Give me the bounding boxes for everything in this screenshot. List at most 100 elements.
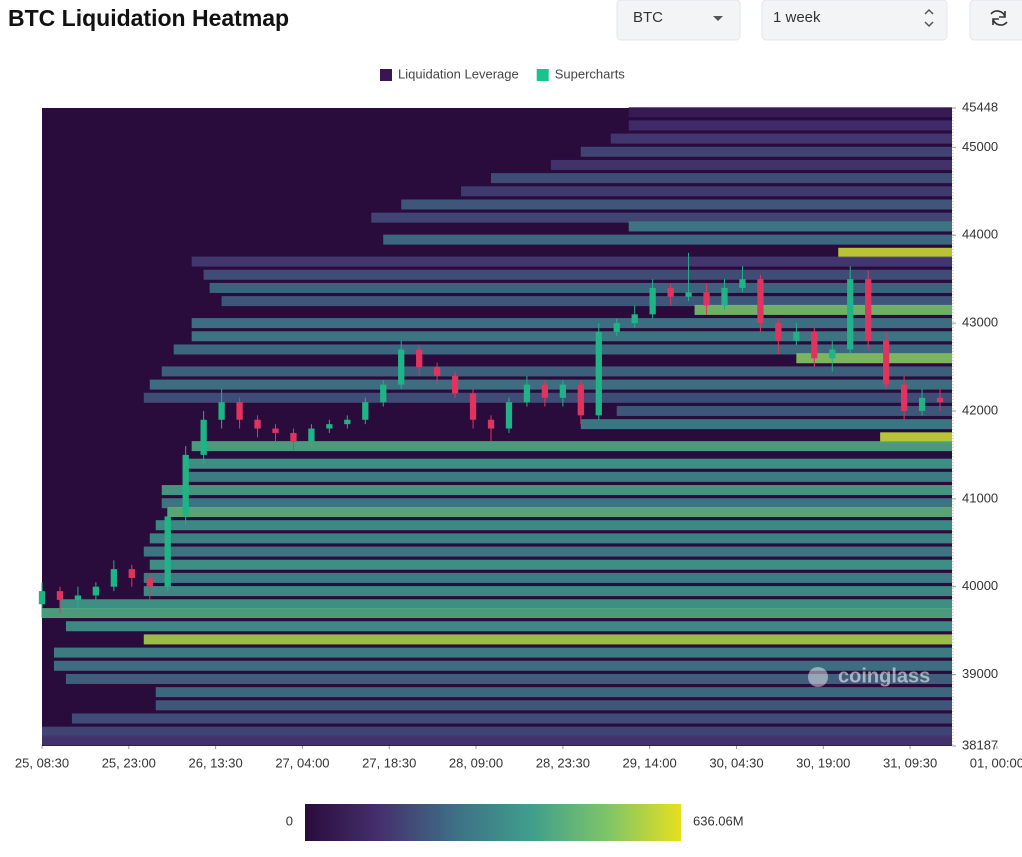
- candle-body: [523, 384, 531, 403]
- heat-band: [796, 353, 952, 364]
- colorbar-max-label: 636.06M: [693, 813, 744, 828]
- candle-body: [74, 595, 82, 600]
- heat-band: [42, 726, 952, 737]
- heat-band: [185, 458, 952, 469]
- y-tick-label: 38187: [962, 737, 998, 752]
- candle-body: [146, 577, 153, 587]
- chart-title: BTC Liquidation Heatmap: [8, 5, 289, 31]
- period-select[interactable]: [761, 0, 948, 41]
- symbol-select[interactable]: [616, 0, 741, 41]
- watermark: coinglass: [838, 665, 930, 687]
- candle-body: [505, 402, 513, 429]
- heat-band: [65, 621, 952, 632]
- heat-band: [155, 687, 952, 698]
- candle-body: [900, 384, 908, 411]
- candle-body: [649, 287, 656, 315]
- heat-band: [149, 559, 952, 570]
- x-tick-label: 31, 09:30: [883, 755, 937, 770]
- heat-band: [42, 735, 952, 746]
- heat-band: [191, 318, 953, 329]
- heat-band: [203, 269, 953, 280]
- candle-body: [290, 432, 297, 442]
- y-tick-label: 40000: [962, 578, 998, 593]
- heat-band: [628, 120, 952, 131]
- candle-body: [38, 591, 46, 605]
- y-tick-label: 43000: [962, 315, 998, 330]
- candle-body: [56, 591, 64, 600]
- x-tick-label: 28, 23:30: [536, 755, 590, 770]
- candle-body: [883, 340, 890, 385]
- heat-band: [143, 586, 953, 597]
- candle-body: [182, 454, 189, 517]
- y-tick-label: 45448: [962, 99, 998, 114]
- candle-body: [218, 402, 225, 420]
- heat-band: [161, 498, 953, 509]
- heat-band: [155, 520, 952, 531]
- candle-body: [667, 287, 674, 297]
- heat-band: [65, 673, 952, 684]
- legend-label: Supercharts: [555, 66, 626, 81]
- heat-band: [42, 608, 952, 619]
- y-tick-label: 45000: [962, 139, 998, 154]
- heat-band: [155, 700, 952, 711]
- candle-body: [847, 279, 854, 350]
- x-tick-label: 26, 13:30: [189, 755, 243, 770]
- heat-band: [401, 199, 952, 210]
- heat-band: [191, 331, 953, 342]
- candle-body: [541, 384, 549, 398]
- heat-band: [173, 344, 953, 355]
- x-tick-label: 01, 00:00: [970, 755, 1022, 770]
- heat-band: [143, 634, 953, 645]
- heat-band: [580, 419, 952, 430]
- candle-body: [829, 349, 836, 359]
- heat-band: [143, 572, 953, 583]
- colorbar-min-label: 0: [286, 813, 293, 828]
- heat-band: [371, 212, 952, 223]
- x-tick-label: 25, 08:30: [15, 755, 69, 770]
- x-tick-label: 29, 14:00: [623, 755, 677, 770]
- refresh-icon: [990, 10, 1008, 26]
- y-tick-label: 42000: [962, 402, 998, 417]
- candle-body: [739, 279, 746, 288]
- candle-body: [469, 393, 477, 420]
- candle-body: [416, 349, 423, 368]
- candle-body: [308, 428, 315, 442]
- candle-body: [703, 292, 710, 306]
- colorbar: [305, 804, 681, 841]
- spinner-caret: [924, 8, 934, 28]
- heat-band: [628, 221, 952, 232]
- y-tick-label: 44000: [962, 227, 998, 242]
- legend-swatch: [536, 69, 549, 81]
- x-tick-label: 30, 19:00: [796, 755, 850, 770]
- candle-body: [936, 397, 944, 403]
- heat-band: [191, 256, 953, 267]
- candle-body: [685, 292, 692, 297]
- heat-band: [461, 186, 952, 197]
- heat-band: [616, 405, 952, 416]
- heat-band: [149, 379, 952, 390]
- heat-band: [694, 304, 952, 315]
- heat-band: [838, 247, 952, 258]
- heat-band: [149, 533, 952, 544]
- candle-body: [344, 419, 351, 425]
- candle-body: [918, 397, 926, 411]
- candle-body: [793, 331, 800, 341]
- y-tick-label: 39000: [962, 666, 998, 681]
- candle-body: [362, 402, 369, 420]
- heat-band: [383, 234, 952, 245]
- legend: Liquidation Leverage Supercharts: [380, 66, 625, 81]
- heat-band: [53, 660, 952, 671]
- candle-body: [451, 375, 459, 394]
- heat-band: [880, 432, 952, 443]
- refresh-button[interactable]: [969, 0, 1022, 41]
- candle-body: [164, 516, 171, 587]
- candle-body: [272, 428, 279, 433]
- watermark-logo: [808, 667, 828, 687]
- heat-band: [491, 173, 952, 184]
- candle-body: [631, 314, 638, 324]
- candle-body: [577, 384, 584, 416]
- heat-band: [143, 546, 953, 557]
- candle-body: [487, 419, 495, 429]
- heat-band: [185, 471, 952, 482]
